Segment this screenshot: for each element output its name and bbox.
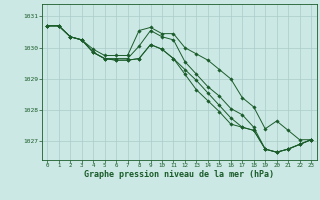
X-axis label: Graphe pression niveau de la mer (hPa): Graphe pression niveau de la mer (hPa) xyxy=(84,170,274,179)
